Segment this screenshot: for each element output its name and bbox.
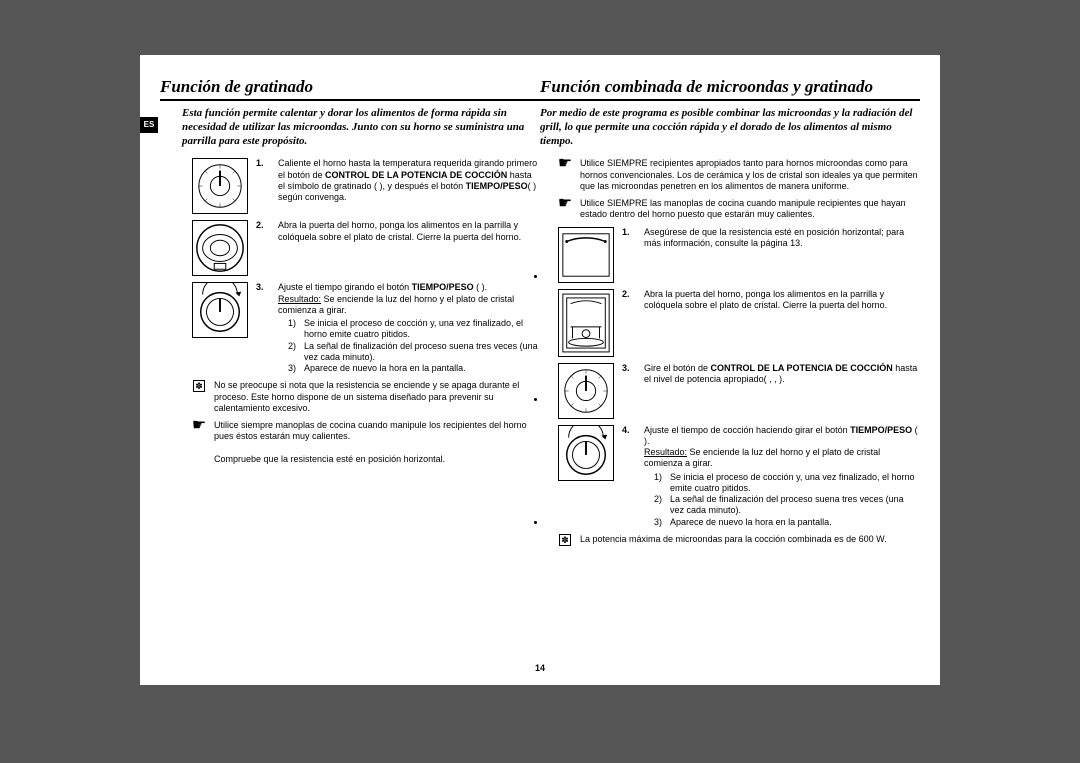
pointer-icon: ☛	[558, 198, 572, 210]
right-note-3: ✽ La potencia máxima de microondas para …	[558, 534, 920, 546]
binding-dots	[534, 275, 537, 524]
left-step-1: 1. Caliente el horno hasta la temperatur…	[192, 158, 540, 214]
oven-front-icon	[192, 220, 248, 276]
right-note-2: ☛ Utilice SIEMPRE las manoplas de cocina…	[558, 198, 920, 221]
left-note-2: ☛ Utilice siempre manoplas de cocina cua…	[192, 420, 540, 465]
left-note-1: ✽ No se preocupe si nota que la resisten…	[192, 380, 540, 414]
left-step-3: 3. Ajuste el tiempo girando el botón TIE…	[192, 282, 540, 374]
left-column: Función de gratinado Esta función permit…	[160, 77, 540, 471]
dial-icon	[192, 158, 248, 214]
left-step-2: 2. Abra la puerta del horno, ponga los a…	[192, 220, 540, 276]
left-intro: Esta función permite calentar y dorar lo…	[182, 107, 540, 148]
right-intro: Por medio de este programa es posible co…	[540, 107, 920, 148]
right-step-1: 1. Asegúrese de que la resistencia esté …	[558, 227, 920, 283]
language-tag: ES	[140, 117, 158, 133]
oven-interior-icon	[558, 289, 614, 357]
right-step-3: 3. Gire el botón de CONTROL DE LA POTENC…	[558, 363, 920, 419]
grill-flat-icon	[558, 227, 614, 283]
right-column: Función combinada de microondas y gratin…	[540, 77, 920, 552]
knob-icon	[192, 282, 248, 338]
right-step-2: 2. Abra la puerta del horno, ponga los a…	[558, 289, 920, 357]
manual-page: ES Función de gratinado Esta función per…	[140, 55, 940, 685]
right-step-4: 4. Ajuste el tiempo de cocción haciendo …	[558, 425, 920, 528]
asterisk-icon: ✽	[559, 534, 571, 546]
pointer-icon: ☛	[192, 420, 206, 432]
asterisk-icon: ✽	[193, 380, 205, 392]
left-heading: Función de gratinado	[160, 77, 540, 101]
knob-icon	[558, 425, 614, 481]
dial-icon	[558, 363, 614, 419]
page-number: 14	[140, 663, 940, 673]
right-note-1: ☛ Utilice SIEMPRE recipientes apropiados…	[558, 158, 920, 192]
right-heading: Función combinada de microondas y gratin…	[540, 77, 920, 101]
pointer-icon: ☛	[558, 158, 572, 170]
